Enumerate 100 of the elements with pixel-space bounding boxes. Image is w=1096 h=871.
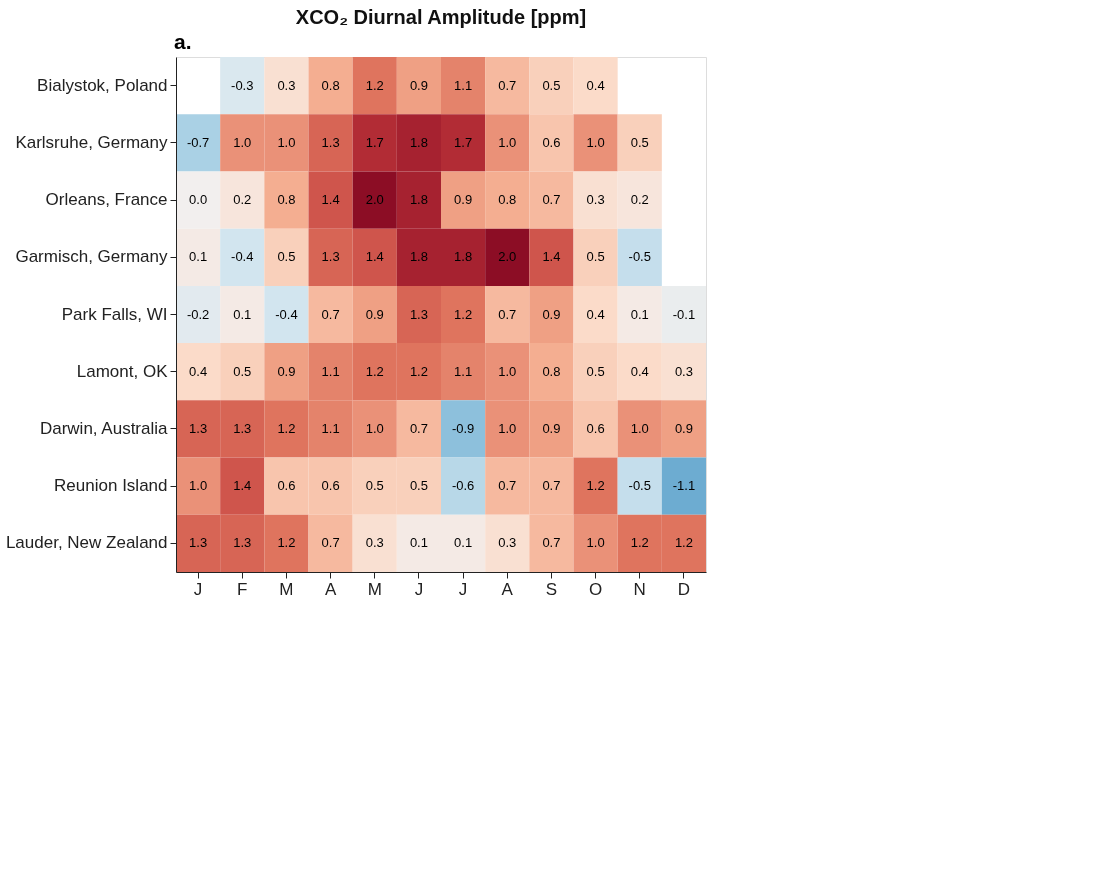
data-label: -0.3 [231, 77, 254, 93]
data-label: 0.7 [498, 306, 517, 322]
data-label: -0.4 [231, 249, 254, 265]
data-label: 0.9 [277, 363, 296, 379]
data-label: 1.0 [277, 134, 296, 150]
data-label: 0.7 [542, 192, 561, 208]
data-label: 1.3 [321, 134, 340, 150]
y-tick-label: Orleans, France [45, 190, 168, 210]
data-label: 0.9 [542, 306, 561, 322]
data-label: 1.4 [233, 478, 252, 494]
data-label: 1.4 [542, 249, 561, 265]
data-label: 0.3 [277, 77, 296, 93]
data-label: 1.2 [365, 77, 384, 93]
data-label: 0.3 [586, 192, 605, 208]
data-label: 0.1 [233, 306, 252, 322]
data-label: 1.0 [365, 420, 384, 436]
data-label: 0.4 [586, 77, 605, 93]
data-label: 2.0 [365, 192, 384, 208]
data-label: 1.0 [630, 420, 649, 436]
data-label: 1.8 [454, 249, 473, 265]
data-label: 1.3 [321, 249, 340, 265]
data-label: 0.8 [542, 363, 561, 379]
data-label: 0.5 [586, 363, 605, 379]
y-tick-label: Lauder, New Zealand [5, 533, 168, 553]
x-tick-label: N [633, 579, 646, 599]
data-label: 0.6 [586, 420, 605, 436]
data-label: 0.5 [409, 478, 428, 494]
chart-title: XCO₂ Diurnal Amplitude [ppm] [295, 6, 587, 28]
data-label: -0.6 [451, 478, 475, 494]
data-label: 0.5 [277, 249, 296, 265]
data-label: 0.7 [542, 535, 561, 551]
data-label: 0.9 [674, 420, 693, 436]
data-label: 1.8 [409, 134, 428, 150]
data-label: -0.9 [451, 420, 475, 436]
data-label: 0.2 [630, 192, 649, 208]
data-label: 1.4 [365, 249, 384, 265]
data-label: 1.7 [365, 134, 384, 150]
data-label: 1.8 [409, 192, 428, 208]
x-tick-label: A [501, 579, 514, 599]
data-label: 0.9 [365, 306, 384, 322]
data-label: 0.7 [498, 478, 517, 494]
data-label: 1.1 [454, 363, 473, 379]
data-label: 0.1 [409, 535, 428, 551]
data-label: -0.5 [628, 478, 651, 494]
data-label: 1.1 [454, 77, 473, 93]
data-label: 0.5 [586, 249, 605, 265]
x-tick-label: M [367, 579, 382, 599]
data-label: 0.8 [498, 192, 517, 208]
data-label: 0.7 [498, 77, 517, 93]
y-tick-label: Bialystok, Poland [37, 75, 168, 95]
data-label: 0.4 [630, 363, 649, 379]
data-label: 1.2 [365, 363, 384, 379]
data-label: 1.3 [189, 535, 208, 551]
data-label: 1.1 [321, 363, 340, 379]
data-label: -0.5 [628, 249, 651, 265]
data-label: 2.0 [498, 249, 517, 265]
data-label: -0.7 [186, 134, 210, 150]
data-label: 1.3 [233, 535, 252, 551]
data-label: 0.3 [498, 535, 517, 551]
text: a. [174, 30, 192, 53]
data-label: 1.0 [233, 134, 252, 150]
x-tick-label: A [324, 579, 337, 599]
data-label: 1.8 [409, 249, 428, 265]
data-label: 1.2 [630, 535, 649, 551]
data-label: 0.7 [321, 306, 340, 322]
data-label: 0.9 [454, 192, 473, 208]
x-tick-label: F [237, 579, 248, 599]
data-label: 1.1 [321, 420, 340, 436]
x-tick-label: S [545, 579, 558, 599]
data-label: 0.5 [542, 77, 561, 93]
data-label: 0.7 [409, 420, 428, 436]
data-label: 1.2 [277, 535, 296, 551]
y-tick-label: Karlsruhe, Germany [15, 132, 168, 152]
data-label: 1.3 [409, 306, 428, 322]
data-label: -1.1 [672, 478, 696, 494]
data-label: 0.8 [277, 192, 296, 208]
data-label: 0.6 [542, 134, 561, 150]
y-tick-label: Park Falls, WI [61, 304, 168, 324]
x-tick-label: J [414, 579, 424, 599]
data-label: 0.4 [586, 306, 605, 322]
data-label: 0.1 [454, 535, 473, 551]
data-label: 0.3 [674, 363, 693, 379]
data-label: 1.3 [233, 420, 252, 436]
data-label: 0.6 [321, 478, 340, 494]
x-tick-label: M [279, 579, 294, 599]
data-label: 0.5 [233, 363, 252, 379]
data-label: 1.4 [321, 192, 340, 208]
data-label: 1.2 [674, 535, 693, 551]
x-tick-label: D [677, 579, 691, 599]
data-label: 0.8 [321, 77, 340, 93]
data-label: 1.0 [498, 363, 517, 379]
data-label: 0.7 [542, 478, 561, 494]
x-tick-label: O [588, 579, 603, 599]
data-label: 1.0 [586, 134, 605, 150]
data-label: 1.2 [454, 306, 473, 322]
data-label: 1.3 [189, 420, 208, 436]
data-label: 0.5 [630, 134, 649, 150]
data-label: 0.3 [365, 535, 384, 551]
data-label: 1.2 [409, 363, 428, 379]
y-tick-label: Darwin, Australia [39, 418, 169, 438]
